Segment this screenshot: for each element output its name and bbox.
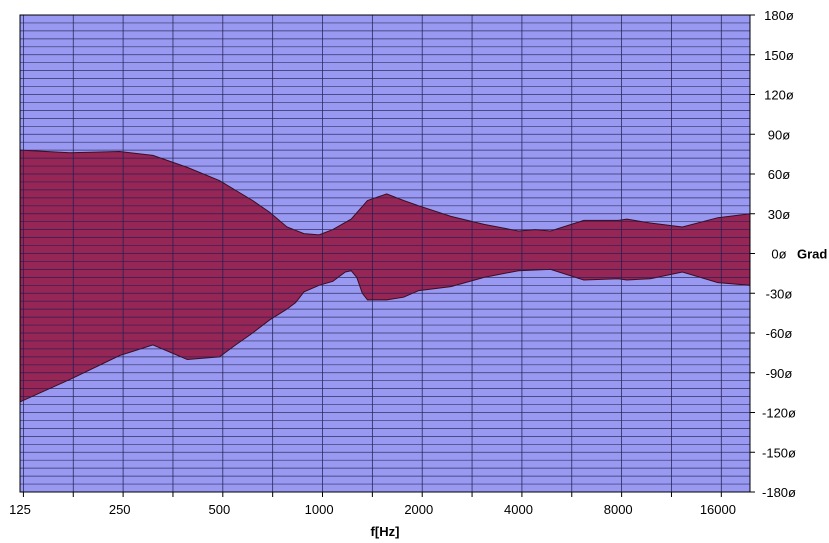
x-tick-label: 1000 [305, 502, 334, 517]
y-tick-label: 30ø [768, 207, 790, 222]
x-tick-label: 2000 [404, 502, 433, 517]
phase-band [19, 149, 751, 403]
y-axis-ticks: 180ø 150ø 120ø 90ø 60ø 30ø 0ø -30ø -60ø -90ø -120ø… [750, 8, 796, 500]
x-axis-ticks: 125 250 500 1000 2000 4000 8000 16000 [9, 492, 736, 517]
x-tick-label: 250 [109, 502, 131, 517]
y-tick-label: 120ø [764, 88, 794, 103]
y-tick-label: 0ø [771, 247, 786, 262]
x-tick-label: 125 [9, 502, 31, 517]
y-axis-title: Grad [797, 247, 827, 262]
x-tick-label: 4000 [504, 502, 533, 517]
y-tick-label: 60ø [768, 167, 790, 182]
phase-band-group [19, 149, 751, 403]
y-tick-label: 180ø [764, 8, 794, 23]
y-tick-label: -180ø [762, 485, 796, 500]
y-tick-label: -150ø [762, 445, 796, 460]
x-tick-label: 500 [209, 502, 231, 517]
y-tick-label: -120ø [762, 406, 796, 421]
grid-lines [20, 15, 750, 492]
x-tick-label: 8000 [604, 502, 633, 517]
y-tick-label: 90ø [768, 127, 790, 142]
y-tick-label: -30ø [766, 286, 793, 301]
x-axis-title: f[Hz] [371, 524, 400, 539]
y-tick-label: -90ø [766, 366, 793, 381]
x-tick-label: 16000 [700, 502, 736, 517]
y-tick-label: -60ø [766, 326, 793, 341]
y-tick-label: 150ø [764, 48, 794, 63]
